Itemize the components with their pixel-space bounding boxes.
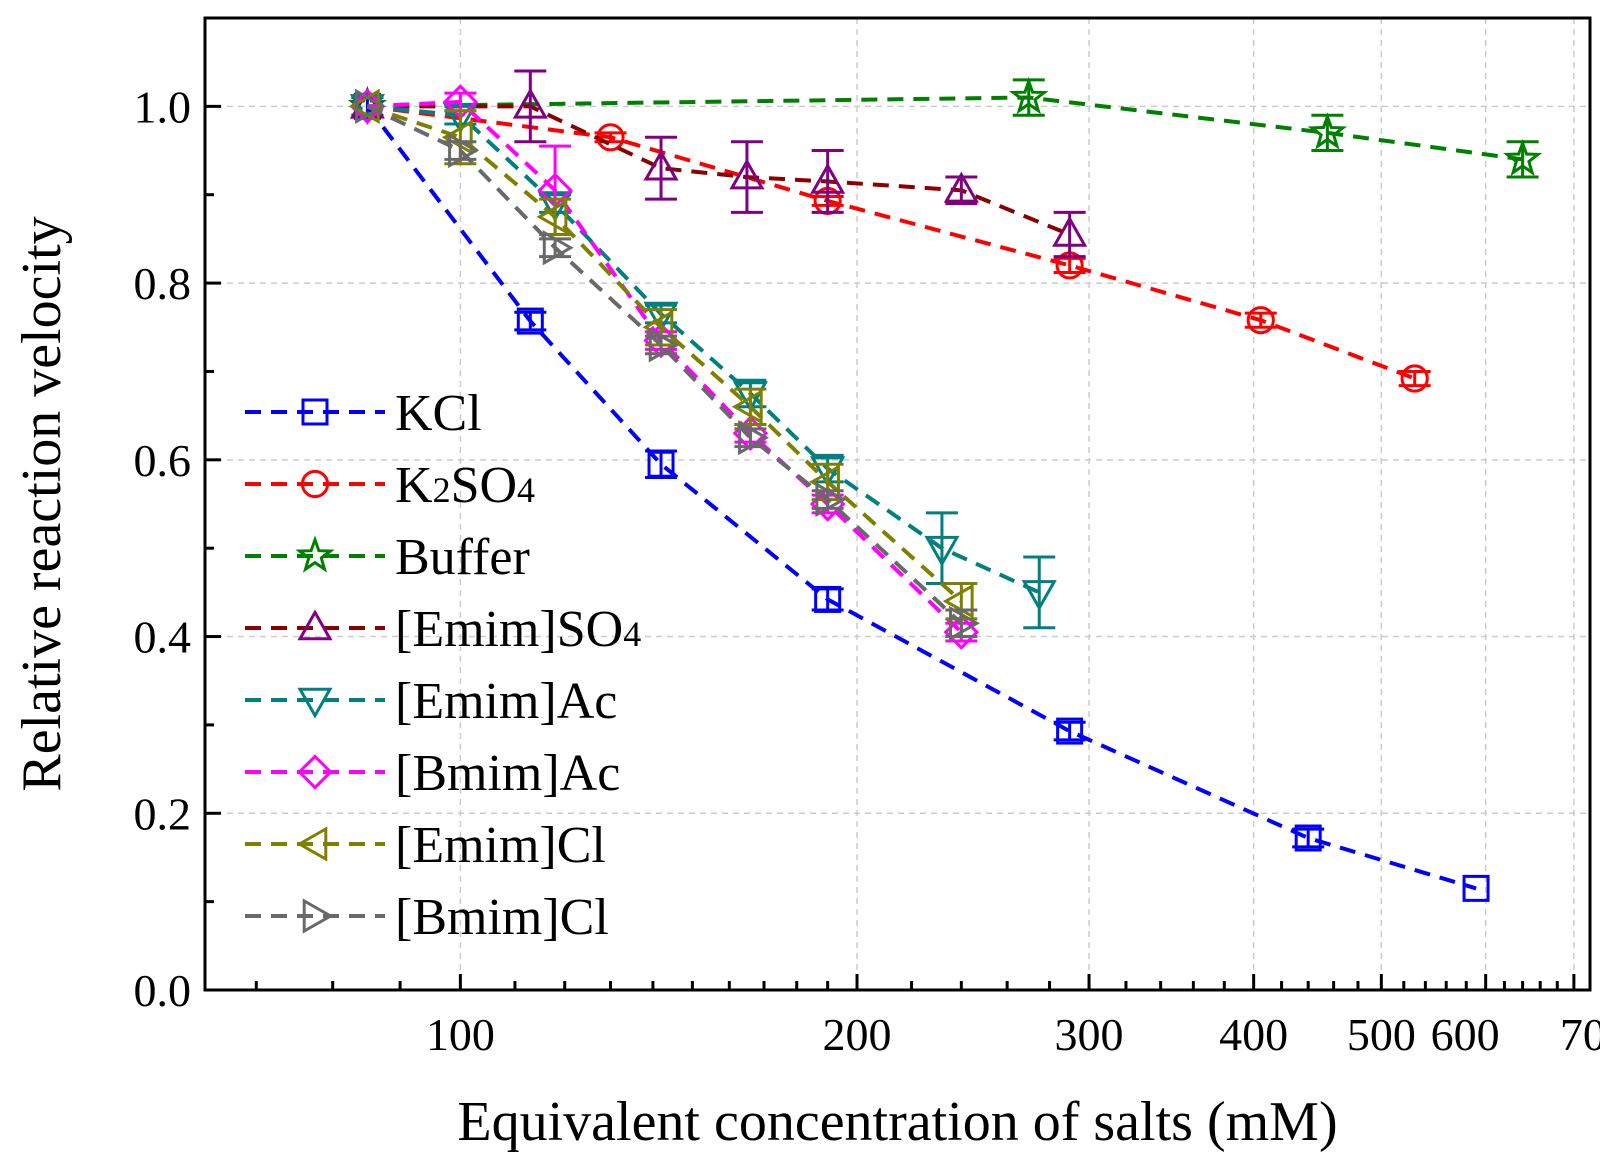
square-marker (1056, 717, 1084, 745)
legend-label: [Bmim]Ac (395, 745, 620, 802)
x-tick-label: 500 (1347, 1009, 1416, 1060)
y-axis-title: Relative reaction velocity (11, 216, 73, 791)
legend-item: [Emim]Cl (245, 817, 606, 874)
square-marker (647, 450, 675, 478)
series-buffer (347, 76, 1543, 179)
triangle-up-marker (729, 158, 765, 190)
star-marker (1009, 76, 1049, 115)
diamond-marker (297, 754, 333, 790)
x-tick-label: 100 (426, 1009, 495, 1060)
legend-label: KCl (395, 385, 482, 442)
triangle-right-marker (302, 898, 334, 934)
legend-text: [Bmim]Cl (395, 889, 609, 946)
triangle-down-marker (810, 456, 846, 488)
y-tick-label: 0.6 (134, 435, 192, 486)
legend-label: [Bmim]Cl (395, 889, 609, 946)
legend-text: SO (451, 457, 517, 514)
legend-text: [Emim]Ac (395, 673, 617, 730)
star-marker (295, 535, 335, 573)
triangle-up-marker (643, 149, 679, 181)
triangle-right-marker (648, 327, 680, 363)
triangle-down-marker (1021, 580, 1057, 611)
triangle-left-marker (536, 199, 568, 235)
square-marker (301, 398, 329, 426)
series--bmim-cl (355, 88, 980, 641)
legend-label: [Emim]Cl (395, 817, 606, 874)
y-tick-label: 1.0 (134, 81, 192, 132)
series--emim-so4 (349, 69, 1088, 259)
circle-marker (300, 469, 330, 499)
legend-text: [Bmim]Ac (395, 745, 620, 802)
square-marker (1294, 824, 1322, 852)
triangle-right-marker (815, 482, 847, 518)
legend-subscript: 4 (517, 470, 535, 510)
star-marker (1307, 112, 1348, 150)
legend-label: [Emim]Ac (395, 673, 617, 730)
triangle-up-marker (297, 609, 333, 641)
legend-subscript: 2 (433, 470, 451, 510)
series-line (367, 95, 1523, 162)
x-tick-label: 600 (1431, 1009, 1500, 1060)
legend-text: Buffer (395, 529, 530, 586)
square-marker (1462, 874, 1490, 902)
triangle-left-marker (441, 119, 473, 155)
series-line (367, 104, 1041, 595)
legend-label: K2SO4 (395, 457, 535, 514)
triangle-left-marker (296, 826, 328, 862)
grid (205, 18, 1590, 990)
y-tick-label: 0.2 (134, 788, 192, 839)
triangle-up-marker (349, 87, 385, 119)
x-tick-label: 200 (823, 1009, 892, 1060)
legend-item: Buffer (245, 529, 530, 586)
triangle-up-marker (810, 162, 846, 194)
circle-marker (1246, 306, 1275, 335)
x-tick-label: 400 (1219, 1009, 1288, 1060)
x-tick-label: 300 (1055, 1009, 1124, 1060)
legend-label: Buffer (395, 529, 530, 586)
legend-subscript: 4 (623, 614, 641, 654)
y-tick-label: 0.8 (134, 258, 192, 309)
circle-marker (1400, 364, 1429, 393)
triangle-up-marker (512, 87, 548, 119)
triangle-up-marker (943, 171, 979, 203)
axes: 0.0 0.2 0.4 0.6 0.8 1.0 100 200 300 400 500 600 700 (134, 16, 1600, 1060)
triangle-down-marker (732, 381, 768, 413)
triangle-left-marker (348, 88, 380, 124)
square-marker (814, 585, 842, 613)
legend-item: [Bmim]Ac (245, 745, 620, 802)
legend-label: [Emim]SO4 (395, 601, 641, 658)
x-tick-label: 700 (1560, 1009, 1600, 1060)
legend-text: [Emim]Cl (395, 817, 606, 874)
triangle-right-marker (355, 88, 387, 124)
legend-text: K (395, 457, 433, 514)
triangle-down-marker (643, 301, 679, 333)
triangle-up-marker (1052, 215, 1088, 247)
star-marker (1502, 138, 1543, 177)
triangle-right-marker (949, 605, 980, 641)
legend-item: KCl (245, 385, 482, 442)
series-line (367, 104, 1416, 381)
triangle-down-marker (297, 687, 333, 719)
square-marker (516, 307, 544, 335)
legend-item: K2SO4 (245, 457, 535, 514)
series-layer (347, 69, 1543, 902)
legend: KClK2SO4Buffer[Emim]SO4[Emim]Ac[Bmim]Ac[… (245, 385, 641, 946)
triangle-right-marker (738, 420, 770, 456)
triangle-right-marker (542, 230, 574, 266)
triangle-right-marker (448, 132, 480, 169)
y-tick-label: 0.4 (134, 612, 192, 663)
legend-text: KCl (395, 385, 482, 442)
legend-item: [Bmim]Cl (245, 889, 609, 946)
triangle-left-marker (731, 389, 763, 425)
x-axis-title: Equivalent concentration of salts (mM) (457, 1091, 1337, 1153)
legend-item: [Emim]SO4 (245, 601, 641, 658)
legend-text: [Emim]SO (395, 601, 623, 658)
legend-item: [Emim]Ac (245, 673, 617, 730)
triangle-down-marker (924, 535, 960, 567)
plot-frame (203, 16, 1592, 992)
y-tick-label: 0.0 (134, 965, 192, 1016)
